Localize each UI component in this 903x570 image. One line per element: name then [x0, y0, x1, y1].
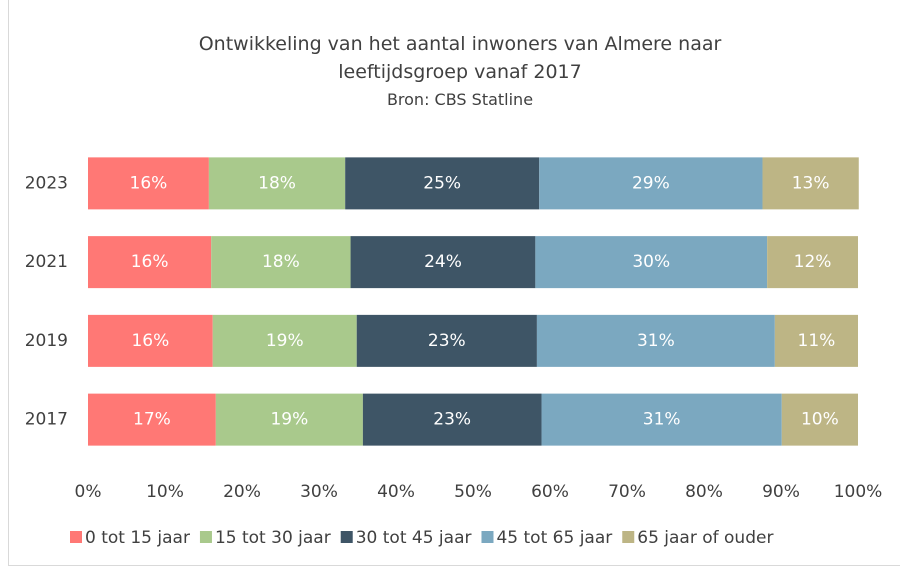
bar-segment — [215, 393, 363, 446]
y-tick-label: 2019 — [25, 331, 68, 351]
data-label: 12% — [794, 252, 832, 272]
bar-segment — [88, 393, 216, 446]
data-label: 11% — [798, 331, 836, 351]
data-label: 18% — [262, 252, 300, 272]
data-label: 25% — [423, 173, 461, 193]
chart-frame — [8, 0, 900, 566]
data-label: 18% — [258, 173, 296, 193]
bar-segment — [88, 314, 213, 367]
x-tick-label: 80% — [685, 482, 723, 502]
data-label: 23% — [433, 410, 471, 430]
x-tick-label: 100% — [834, 482, 883, 502]
data-label: 13% — [792, 173, 830, 193]
x-tick-label: 90% — [762, 482, 800, 502]
legend-label: 65 jaar of ouder — [637, 528, 773, 548]
bar-segment — [212, 314, 357, 367]
bar-segment — [345, 157, 540, 210]
bar-segment — [539, 157, 763, 210]
chart-subtitle: Bron: CBS Statline — [386, 90, 534, 109]
data-label: 24% — [424, 252, 462, 272]
legend-swatch — [481, 531, 494, 543]
legend-label: 45 tot 65 jaar — [496, 528, 612, 548]
x-tick-label: 70% — [608, 482, 646, 502]
legend-label: 0 tot 15 jaar — [85, 528, 190, 548]
data-label: 16% — [130, 173, 168, 193]
legend-label: 30 tot 45 jaar — [356, 528, 472, 548]
x-tick-label: 10% — [146, 482, 184, 502]
data-label: 19% — [270, 410, 308, 430]
data-label: 31% — [643, 410, 681, 430]
bar-segment — [88, 236, 212, 289]
bar-segment — [88, 157, 209, 210]
x-tick-label: 40% — [377, 482, 415, 502]
x-tick-label: 20% — [223, 482, 261, 502]
bar-segment — [536, 314, 775, 367]
bar-segment — [541, 393, 782, 446]
legend-swatch — [340, 531, 353, 543]
bar-segment — [535, 236, 768, 289]
chart-title: Ontwikkeling van het aantal inwoners van… — [198, 33, 722, 83]
bar-segment — [774, 314, 858, 367]
data-label: 10% — [801, 410, 839, 430]
bar-segment — [211, 236, 351, 289]
y-tick-label: 2023 — [25, 173, 68, 193]
legend-swatch — [199, 531, 212, 543]
x-tick-label: 30% — [300, 482, 338, 502]
data-label: 19% — [266, 331, 304, 351]
bar-segment — [362, 393, 542, 446]
bar-segment — [350, 236, 536, 289]
y-tick-label: 2017 — [25, 410, 68, 430]
bar-segment — [208, 157, 346, 210]
y-tick-label: 2021 — [25, 252, 68, 272]
data-label: 16% — [131, 331, 169, 351]
data-label: 31% — [637, 331, 675, 351]
data-label: 17% — [133, 410, 171, 430]
legend-label: 15 tot 30 jaar — [215, 528, 331, 548]
bar-segment — [767, 236, 858, 289]
bar-segment — [762, 157, 859, 210]
x-tick-label: 50% — [454, 482, 492, 502]
bar-segment — [781, 393, 858, 446]
data-label: 16% — [131, 252, 169, 272]
data-label: 29% — [632, 173, 670, 193]
legend-swatch — [622, 531, 635, 543]
legend-swatch — [70, 531, 82, 543]
x-tick-label: 60% — [531, 482, 569, 502]
x-tick-label: 0% — [75, 482, 102, 502]
data-label: 30% — [632, 252, 670, 272]
data-label: 23% — [428, 331, 466, 351]
bar-segment — [356, 314, 537, 367]
